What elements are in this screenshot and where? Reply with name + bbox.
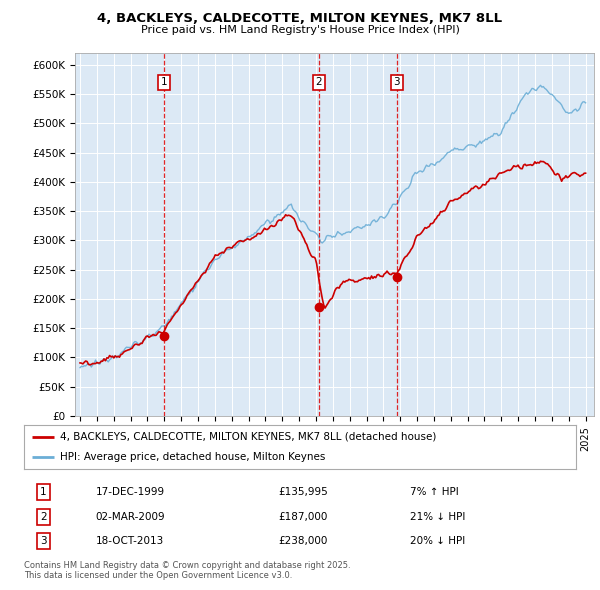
Text: Price paid vs. HM Land Registry's House Price Index (HPI): Price paid vs. HM Land Registry's House …: [140, 25, 460, 35]
Text: £135,995: £135,995: [278, 487, 328, 497]
Text: £187,000: £187,000: [278, 512, 327, 522]
Text: 3: 3: [394, 77, 400, 87]
Text: 17-DEC-1999: 17-DEC-1999: [96, 487, 165, 497]
Text: 21% ↓ HPI: 21% ↓ HPI: [410, 512, 466, 522]
Text: Contains HM Land Registry data © Crown copyright and database right 2025.
This d: Contains HM Land Registry data © Crown c…: [24, 560, 350, 580]
Text: £238,000: £238,000: [278, 536, 327, 546]
Text: 7% ↑ HPI: 7% ↑ HPI: [410, 487, 459, 497]
Text: 4, BACKLEYS, CALDECOTTE, MILTON KEYNES, MK7 8LL: 4, BACKLEYS, CALDECOTTE, MILTON KEYNES, …: [97, 12, 503, 25]
Text: 2: 2: [40, 512, 47, 522]
Text: 3: 3: [40, 536, 47, 546]
Text: 1: 1: [40, 487, 47, 497]
Text: HPI: Average price, detached house, Milton Keynes: HPI: Average price, detached house, Milt…: [60, 452, 325, 462]
Text: 2: 2: [316, 77, 322, 87]
Text: 02-MAR-2009: 02-MAR-2009: [96, 512, 166, 522]
Text: 4, BACKLEYS, CALDECOTTE, MILTON KEYNES, MK7 8LL (detached house): 4, BACKLEYS, CALDECOTTE, MILTON KEYNES, …: [60, 432, 436, 442]
Text: 20% ↓ HPI: 20% ↓ HPI: [410, 536, 466, 546]
Text: 18-OCT-2013: 18-OCT-2013: [96, 536, 164, 546]
Text: 1: 1: [160, 77, 167, 87]
